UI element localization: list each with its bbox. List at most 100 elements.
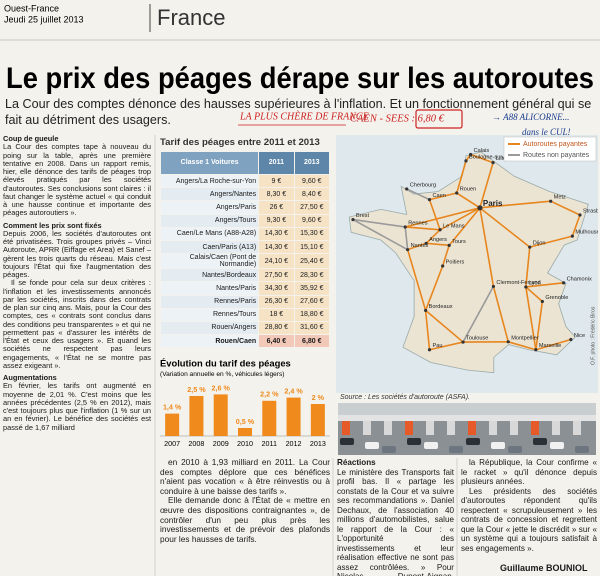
x-tick-label: 2008 — [188, 439, 204, 448]
bar — [189, 396, 204, 436]
toll-motorway — [405, 207, 481, 228]
toll-motorway — [535, 338, 572, 351]
city-label: Boulogne-sur-Mer — [469, 154, 514, 160]
toll-motorway — [479, 207, 495, 287]
toll-motorway — [441, 245, 450, 267]
article-column: en 2010 à 1,93 milliard en 2011. La Cour… — [160, 458, 330, 576]
byline: Guillaume BOUNIOL — [500, 563, 588, 573]
city-label: Metz — [554, 195, 566, 201]
table-price: 28,80 € — [258, 320, 295, 336]
photo-booth — [552, 421, 560, 435]
paper-name: Ouest-France — [4, 3, 59, 13]
subheading: Comment les prix sont fixés — [3, 220, 102, 230]
city-label: Cherbourg — [410, 182, 436, 188]
x-tick-label: 2010 — [237, 439, 253, 448]
photo-booth — [363, 421, 371, 435]
paragraph: Le ministère des Transports fait profil … — [337, 467, 454, 576]
table-price: 6,40 € — [258, 334, 295, 349]
photo-car — [407, 438, 421, 445]
city-dot — [406, 248, 410, 252]
city-dot — [562, 281, 566, 285]
photo-car — [340, 438, 354, 445]
toll-motorway — [525, 247, 531, 288]
table-row: Caen/Le Mans (A88-A28) 14,30 €15,30 € — [159, 226, 331, 241]
toll-motorway — [424, 310, 431, 350]
x-tick-label: 2013 — [310, 439, 326, 448]
toll-motorway — [428, 199, 441, 231]
city-label: Bordeaux — [429, 304, 453, 310]
city-dot — [491, 284, 496, 289]
note-highlight — [415, 109, 463, 129]
table-price: 35,92 € — [293, 281, 331, 296]
city-label: Mulhouse — [575, 230, 598, 236]
city-label: Strasbourg — [583, 208, 598, 214]
city-label: Clermont-Ferrand — [496, 280, 540, 286]
photo-booth — [426, 421, 434, 435]
paragraph: en 2010 à 1,93 milliard en 2011. La Cour… — [160, 458, 330, 496]
paragraph: la République, la Cour confirme « le rac… — [461, 458, 597, 486]
subheading: Augmentations — [3, 373, 57, 382]
table-route: Angers/Paris — [159, 200, 260, 215]
article-column: Réactions Le ministère des Transports fai… — [337, 458, 454, 576]
photo-booth — [342, 421, 350, 435]
table-row: Angers/Paris 26 €27,50 € — [159, 200, 331, 215]
city-dot — [405, 187, 409, 191]
value-label: 2,4 % — [284, 387, 303, 396]
city-dot — [464, 159, 468, 163]
value-label: 2,5 % — [187, 385, 206, 394]
table-price: 25,40 € — [293, 253, 331, 270]
toll-motorway — [429, 341, 464, 351]
table-route: Angers/La Roche-sur-Yon — [159, 173, 260, 189]
toll-motorway — [439, 207, 481, 231]
table-price: 9,60 € — [293, 213, 331, 228]
table-route: Nantes/Paris — [159, 281, 260, 296]
toll-motorway — [455, 160, 467, 194]
photo-canopy — [338, 415, 596, 421]
table-price: 26 € — [258, 200, 295, 215]
city-label: Nice — [574, 333, 585, 339]
photo-booth — [510, 421, 518, 435]
table-price: 34,30 € — [258, 281, 295, 296]
city-dot — [469, 152, 473, 157]
city-label: Lille — [496, 156, 506, 162]
city-label: Paris — [483, 199, 503, 208]
chart-title: Évolution du tarif des péages — [160, 357, 291, 368]
bar — [165, 413, 180, 436]
x-tick-label: 2012 — [286, 439, 302, 448]
headline: Le prix des péages dérape sur les autoro… — [6, 62, 594, 95]
table-price: 27,50 € — [293, 200, 331, 215]
toll-motorway — [479, 207, 531, 248]
map-source: Source : Les sociétés d'autoroute (ASFA)… — [340, 394, 470, 401]
table-price: 15,10 € — [293, 239, 331, 255]
toll-motorway — [406, 249, 427, 311]
city-dot — [540, 299, 544, 304]
value-label: 1,4 % — [163, 403, 182, 412]
bar — [286, 397, 301, 436]
photo-car — [550, 442, 564, 449]
table-row: Rennes/Tours 18 €18,80 € — [159, 307, 331, 322]
city-dot — [534, 348, 538, 352]
toll-motorway — [550, 200, 581, 216]
value-label: 2 % — [312, 393, 325, 402]
photo-booth — [531, 421, 539, 435]
toll-motorway — [424, 265, 444, 311]
table-price: 9,60 € — [293, 173, 331, 189]
table-row: Nantes/Paris 34,30 €35,92 € — [159, 281, 331, 296]
city-label: Dijon — [533, 241, 546, 247]
table-route: Rouen/Caen — [159, 334, 260, 349]
toll-motorway — [529, 235, 573, 248]
table-price: 9 € — [258, 173, 295, 189]
table-price: 6,80 € — [293, 334, 331, 349]
table-price: 15,30 € — [293, 226, 331, 241]
photo-booth — [573, 421, 581, 435]
table-price: 18,80 € — [293, 307, 331, 322]
subheading: Réactions — [337, 458, 376, 467]
table-price: 27,50 € — [258, 268, 295, 283]
city-dot — [549, 199, 553, 203]
city-dot — [491, 161, 495, 165]
table-price: 8,30 € — [258, 187, 295, 202]
photo-car — [449, 446, 463, 453]
